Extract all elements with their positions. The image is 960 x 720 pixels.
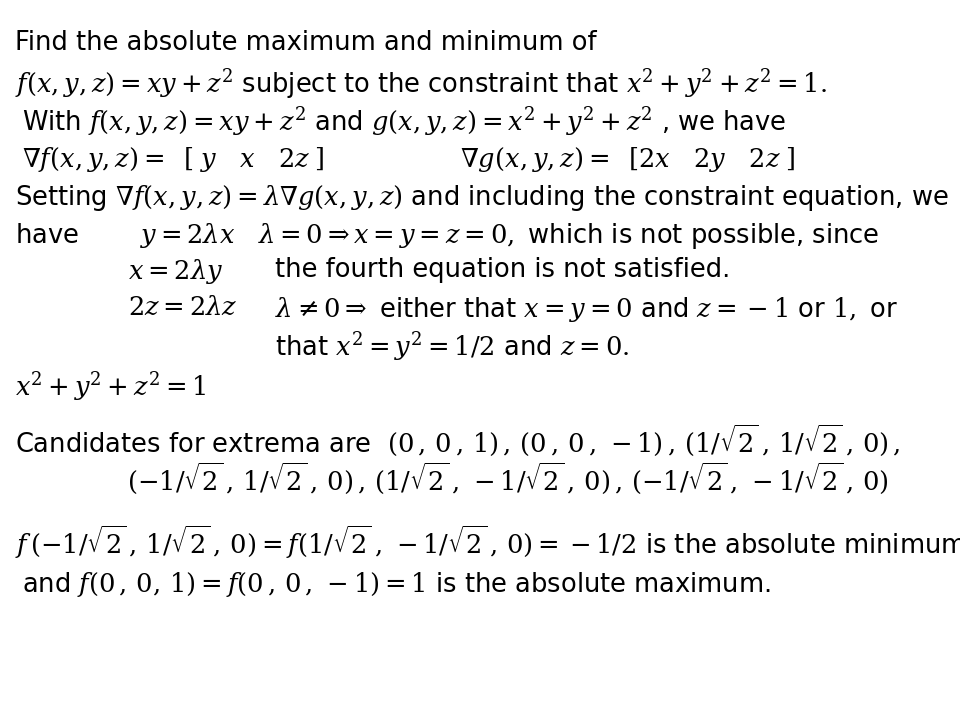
Text: and $\it{f}$$(0\,,\,0,\,1) = \it{f}$$(0\,,\,0\,,\,-1) = 1$ is the absolute maxim: and $\it{f}$$(0\,,\,0,\,1) = \it{f}$$(0\… bbox=[22, 570, 771, 599]
Text: have$\quad\quad\;\; y = 2\lambda x\quad \lambda = 0 \Rightarrow x = y = z = 0,$ : have$\quad\quad\;\; y = 2\lambda x\quad … bbox=[15, 221, 879, 251]
Text: $(-1/\sqrt{2}\,,\, 1/\sqrt{2}\,,\, 0)\,,\,(1/\sqrt{2}\,,\,-1/\sqrt{2}\,,\, 0)\,,: $(-1/\sqrt{2}\,,\, 1/\sqrt{2}\,,\, 0)\,,… bbox=[127, 460, 889, 496]
Text: Find the absolute maximum and minimum of: Find the absolute maximum and minimum of bbox=[15, 30, 596, 56]
Text: $2z = 2\lambda z$: $2z = 2\lambda z$ bbox=[128, 295, 238, 321]
Text: $\lambda \neq 0 \Rightarrow$ either that $x = y = 0$ and $z = -1$ or $1,$ or: $\lambda \neq 0 \Rightarrow$ either that… bbox=[275, 295, 899, 324]
Text: $\nabla g(x,y,z) =\;\;[2x\quad 2y\quad 2z\;]$: $\nabla g(x,y,z) =\;\;[2x\quad 2y\quad 2… bbox=[460, 145, 796, 174]
Text: $x^2 + y^2 + z^2 = 1$: $x^2 + y^2 + z^2 = 1$ bbox=[15, 370, 206, 403]
Text: $\it{f}$$(x,y,z) = xy + z^2$ subject to the constraint that $x^2 + y^2 + z^2 = 1: $\it{f}$$(x,y,z) = xy + z^2$ subject to … bbox=[15, 68, 827, 102]
Text: $\it{f}\,(-1/\sqrt{2}\,,\,1/\sqrt{2}\,,\,0) = \it{f}$$(1/\sqrt{2}\,,\,-1/\sqrt{2: $\it{f}\,(-1/\sqrt{2}\,,\,1/\sqrt{2}\,,\… bbox=[15, 523, 960, 561]
Text: the fourth equation is not satisfied.: the fourth equation is not satisfied. bbox=[275, 257, 731, 283]
Text: With $\it{f}$$(x,y,z) = xy + z^2$ and $g(x,y,z) = x^2 + y^2 + z^2$ , we have: With $\it{f}$$(x,y,z) = xy + z^2$ and $g… bbox=[22, 106, 786, 140]
Text: $\nabla \it{f}$$(x,y,z) =\;\;[\; y\quad x \quad 2z\;]$: $\nabla \it{f}$$(x,y,z) =\;\;[\; y\quad … bbox=[22, 145, 324, 174]
Text: Setting $\nabla \it{f}$$(x,y,z) = \lambda\nabla g(x,y,z)$ and including the cons: Setting $\nabla \it{f}$$(x,y,z) = \lambd… bbox=[15, 183, 948, 213]
Text: Candidates for extrema are  $(0\,,\, 0\,,\, 1)\,,\,(0\,,\, 0\,,\,-1)\,,\,(1/\sqr: Candidates for extrema are $(0\,,\, 0\,,… bbox=[15, 422, 900, 458]
Text: that $x^2 = y^2 = 1/2$ and $z = 0.$: that $x^2 = y^2 = 1/2$ and $z = 0.$ bbox=[275, 330, 629, 364]
Text: $x = 2\lambda y$: $x = 2\lambda y$ bbox=[128, 257, 224, 286]
